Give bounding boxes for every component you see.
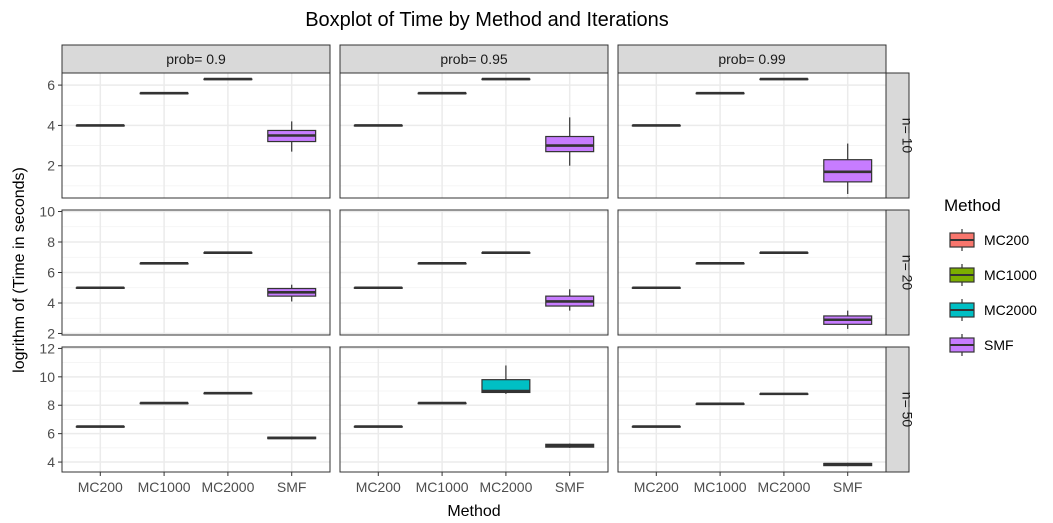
x-tick-label: MC200 [634, 479, 679, 495]
box-SMF [545, 289, 595, 311]
y-tick-label: 6 [47, 265, 55, 281]
box-MC200 [353, 425, 403, 428]
box-SMF [267, 436, 317, 440]
legend-item-label: MC1000 [984, 267, 1037, 283]
y-tick-label: 8 [47, 234, 55, 250]
box-MC200 [631, 124, 681, 127]
box-iqr [545, 135, 595, 153]
box-MC1000 [695, 402, 745, 406]
x-tick-label: MC200 [78, 479, 123, 495]
x-tick-label: SMF [833, 479, 863, 495]
panel-border [61, 72, 331, 199]
panel-background [340, 347, 608, 472]
panel-border [617, 209, 887, 336]
panel-background [340, 73, 608, 198]
facet-strip-col-label: prob= 0.99 [718, 51, 786, 67]
x-tick-label: MC1000 [694, 479, 747, 495]
box-MC2000 [481, 365, 531, 394]
y-tick-label: 4 [47, 454, 55, 470]
facet-strip-col-label: prob= 0.95 [440, 51, 508, 67]
panel-border [61, 346, 331, 473]
box-MC200 [631, 425, 681, 428]
y-tick-label: 8 [47, 397, 55, 413]
x-tick-label: MC1000 [138, 479, 191, 495]
legend-title: Method [944, 196, 1001, 215]
facet-strip-col-label: prob= 0.9 [166, 51, 226, 67]
box-MC200 [353, 286, 403, 290]
x-tick-label: MC2000 [201, 479, 254, 495]
box-MC200 [75, 124, 125, 127]
y-tick-label: 6 [47, 426, 55, 442]
box-SMF [823, 143, 873, 194]
box-MC2000 [203, 251, 253, 254]
panel-border [339, 209, 609, 336]
legend-item-SMF: SMF [949, 334, 1014, 356]
box-MC2000 [203, 77, 253, 81]
x-tick-label: MC2000 [479, 479, 532, 495]
box-iqr [481, 379, 531, 394]
facet-strip-col [61, 44, 331, 74]
y-tick-label: 2 [47, 325, 55, 341]
box-SMF [267, 284, 317, 302]
box-MC2000 [759, 392, 809, 396]
y-tick-label: 4 [47, 295, 55, 311]
y-tick-label: 2 [47, 158, 55, 174]
panel-background [618, 347, 886, 472]
panel-border [617, 346, 887, 473]
box-SMF [545, 443, 595, 448]
x-tick-label: SMF [555, 479, 585, 495]
box-MC200 [631, 286, 681, 290]
y-tick-label: 10 [39, 204, 55, 220]
legend-item-MC1000: MC1000 [949, 264, 1037, 286]
facet-strip-col [617, 44, 887, 74]
chart-title: Boxplot of Time by Method and Iterations [305, 9, 669, 31]
x-tick-label: MC200 [356, 479, 401, 495]
box-MC1000 [417, 401, 467, 405]
facet-strip-row-label: n= 10 [900, 118, 916, 154]
y-tick-label: 6 [47, 77, 55, 93]
panel-border [339, 346, 609, 473]
x-tick-label: MC2000 [757, 479, 810, 495]
box-MC1000 [695, 91, 745, 95]
x-axis-title: Method [447, 503, 500, 520]
box-SMF [823, 310, 873, 329]
y-tick-label: 4 [47, 117, 55, 133]
facet-panels: prob= 0.9 prob= 0.95 prob= 0.99 n= 10 n= 20 n… [39, 44, 916, 495]
facet-strip-row-label: n= 20 [900, 255, 916, 291]
legend-item-label: SMF [984, 337, 1014, 353]
box-MC2000 [481, 77, 531, 81]
panel-border [617, 72, 887, 199]
box-SMF [545, 117, 595, 166]
x-tick-label: SMF [277, 479, 307, 495]
y-tick-label: 12 [39, 340, 55, 356]
y-tick-label: 10 [39, 369, 55, 385]
x-tick-label: MC1000 [416, 479, 469, 495]
box-MC1000 [139, 262, 189, 265]
legend: Method MC200 MC1000 MC2000 SMF [944, 196, 1037, 356]
box-MC2000 [759, 77, 809, 81]
box-MC2000 [481, 251, 531, 254]
box-MC2000 [203, 391, 253, 395]
box-MC1000 [417, 91, 467, 95]
box-SMF [823, 462, 873, 467]
panel-border [339, 72, 609, 199]
legend-item-label: MC200 [984, 232, 1029, 248]
box-MC200 [353, 124, 403, 127]
legend-item-label: MC2000 [984, 302, 1037, 318]
y-axis-title: logrithm of (Time in seconds) [11, 167, 28, 373]
facet-strip-col [339, 44, 609, 74]
legend-item-MC200: MC200 [949, 229, 1029, 251]
box-MC200 [75, 286, 125, 290]
box-SMF [267, 121, 317, 152]
box-MC200 [75, 425, 125, 428]
box-MC1000 [139, 401, 189, 405]
box-MC2000 [759, 251, 809, 254]
box-MC1000 [695, 262, 745, 265]
legend-item-MC2000: MC2000 [949, 299, 1037, 321]
box-MC1000 [417, 262, 467, 265]
facet-strip-row-label: n= 50 [900, 392, 916, 428]
panel-background [62, 347, 330, 472]
box-MC1000 [139, 91, 189, 95]
